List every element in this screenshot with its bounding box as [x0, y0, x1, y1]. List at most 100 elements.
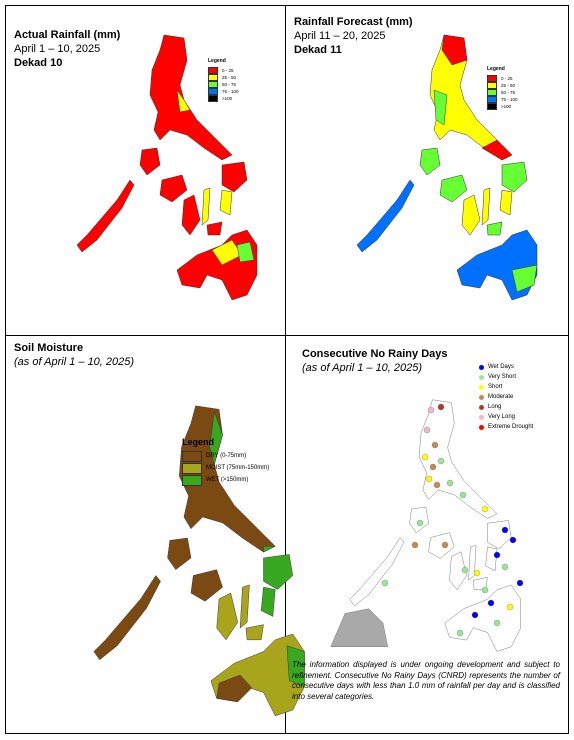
region — [419, 147, 441, 176]
legend-swatch — [479, 394, 484, 400]
region — [441, 34, 513, 161]
region — [260, 586, 276, 618]
cnrd-map — [330, 399, 524, 652]
region — [485, 546, 498, 572]
legend-item: Extreme Drought — [479, 422, 533, 432]
legend-item: 75 - 100 — [487, 96, 518, 103]
region — [511, 264, 538, 293]
legend-swatch — [479, 414, 484, 420]
panel-dekad: Dekad 11 — [294, 44, 342, 56]
legend-title: Legend — [208, 58, 226, 64]
legend-item: 75 - 100 — [208, 88, 239, 95]
legend-label: Wet Days — [488, 364, 514, 370]
legend-label: Extreme Drought — [488, 424, 534, 430]
region — [166, 537, 192, 571]
legend-swatch — [479, 384, 484, 390]
station — [501, 526, 509, 534]
region — [176, 229, 258, 301]
region — [139, 147, 161, 176]
region — [501, 161, 528, 193]
legend-label: MOIST (75mm-150mm) — [206, 465, 270, 471]
soil-map — [93, 405, 306, 717]
station — [516, 579, 524, 587]
region — [481, 187, 491, 226]
station — [437, 457, 445, 465]
legend-label: 0 - 25 — [501, 76, 513, 81]
station — [509, 536, 517, 544]
legend-swatch — [182, 462, 202, 474]
legend-label: 25 - 50 — [222, 75, 237, 80]
region — [159, 174, 188, 203]
legend-label: 50 - 75 — [501, 90, 516, 95]
region — [444, 584, 522, 652]
legend-item: 0 - 25 — [208, 67, 239, 74]
legend-label: 0 - 25 — [222, 68, 234, 73]
legend-swatch — [208, 81, 218, 88]
region — [428, 532, 455, 559]
station — [411, 541, 419, 549]
legend-item: Wet Days — [479, 362, 533, 372]
panel-subtitle: (as of April 1 – 10, 2025) — [302, 362, 423, 374]
legend-swatch — [182, 474, 202, 486]
legend-swatch — [479, 364, 484, 370]
station — [481, 505, 489, 513]
station — [471, 611, 479, 619]
legend-item: Moderate — [479, 392, 533, 402]
station — [446, 479, 454, 487]
region — [190, 569, 224, 602]
legend-swatch — [479, 374, 484, 380]
legend-item: Long — [479, 402, 533, 412]
legend-item: 0 - 25 — [487, 75, 518, 82]
legend-label: >100 — [222, 96, 233, 101]
panel-title: Consecutive No Rainy Days — [302, 348, 448, 360]
region — [487, 519, 512, 550]
legend: Legend 0 - 25 25 - 50 50 - 75 75 - 100 >100 — [208, 58, 239, 102]
panel-title: Soil Moisture — [14, 342, 84, 354]
region — [286, 645, 305, 687]
region — [216, 592, 239, 641]
station — [416, 519, 424, 527]
region — [499, 189, 513, 216]
legend-swatch — [487, 75, 497, 82]
station — [456, 629, 464, 637]
legend-swatch — [182, 450, 202, 462]
station — [493, 619, 501, 627]
legend-item: 50 - 75 — [487, 89, 518, 96]
region — [236, 241, 255, 263]
panel-header: Actual Rainfall (mm) April 1 – 10, 2025 … — [14, 28, 120, 70]
legend-swatch — [479, 404, 484, 410]
legend-item: WET (>150mm) — [182, 474, 269, 486]
panel-title: Actual Rainfall (mm) — [14, 29, 121, 41]
region — [239, 584, 251, 629]
legend: Legend 0 - 25 25 - 50 50 - 75 75 - 100 >100 — [487, 66, 518, 110]
legend: Legend DRY (0-75mm) MOIST (75mm-150mm) WET … — [182, 436, 269, 486]
region — [356, 179, 415, 253]
landmass — [330, 608, 389, 647]
region — [349, 537, 405, 607]
station — [461, 566, 469, 574]
legend-item: Short — [479, 382, 533, 392]
region — [201, 187, 211, 226]
legend-swatch — [208, 74, 218, 81]
legend-item: Very Long — [479, 412, 533, 422]
legend-label: Long — [488, 404, 502, 410]
legend-item: >100 — [208, 95, 239, 102]
legend-label: WET (>150mm) — [206, 477, 249, 483]
legend-label: 25 - 50 — [501, 83, 516, 88]
stations — [381, 403, 524, 637]
region — [221, 161, 248, 193]
legend-swatch — [208, 95, 218, 102]
legend-swatch — [487, 96, 497, 103]
legend-item: MOIST (75mm-150mm) — [182, 462, 269, 474]
region — [76, 179, 135, 253]
legend-label: Very Long — [488, 414, 516, 420]
region — [219, 189, 233, 216]
divider — [5, 335, 569, 336]
table-frame — [5, 5, 569, 734]
station — [423, 426, 431, 434]
region — [181, 194, 201, 236]
legend-swatch — [479, 424, 484, 430]
legend-item: 50 - 75 — [208, 81, 239, 88]
station — [429, 463, 437, 471]
